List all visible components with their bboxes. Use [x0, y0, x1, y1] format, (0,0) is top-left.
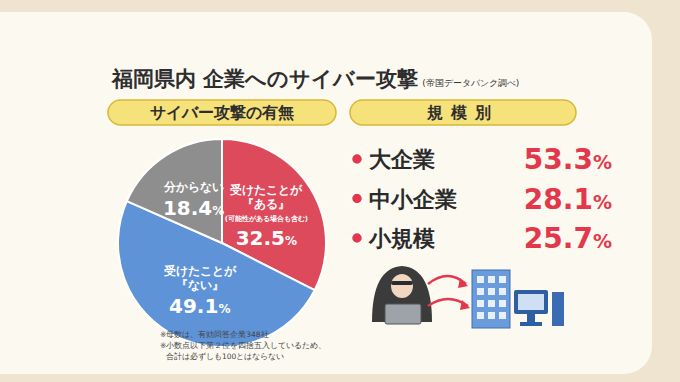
- arrow-head: [460, 300, 470, 310]
- value-unit: %: [593, 151, 612, 173]
- bullet: [352, 154, 363, 165]
- slice-category: 受けたことが『ない』: [163, 264, 237, 292]
- window: [488, 312, 495, 319]
- header-text: サイバー攻撃の有無: [150, 103, 294, 122]
- value-unit: %: [218, 302, 230, 316]
- list-category: 大企業: [369, 147, 435, 172]
- arrow-head: [458, 278, 468, 288]
- slice-labels: 受けたことが『ある』(可能性がある場合も含む)32.5%受けたことが『ない』49…: [163, 180, 308, 318]
- window: [499, 300, 506, 307]
- category-line: 受けたことが: [229, 183, 303, 197]
- footnote: 合計は必ずしも100とはならない: [166, 352, 284, 361]
- header-pill: [108, 100, 336, 125]
- window: [499, 288, 506, 295]
- value-unit: %: [593, 230, 612, 252]
- slice-value: 18.4%: [163, 196, 224, 220]
- monitor: [514, 290, 548, 314]
- category-line: 受けたことが: [163, 264, 237, 278]
- source: (帝国データバンク調べ): [422, 78, 519, 88]
- value-unit: %: [285, 234, 297, 248]
- window: [499, 312, 506, 319]
- header-text: 規模別: [426, 103, 499, 122]
- value-unit: %: [593, 191, 612, 213]
- slice-value: 49.1%: [169, 294, 230, 318]
- laptop: [385, 304, 421, 324]
- list-category: 中小企業: [369, 187, 457, 212]
- window: [488, 300, 495, 307]
- slice-value: 32.5%: [236, 226, 297, 250]
- window: [477, 312, 484, 319]
- list-value: 53.3%: [524, 143, 612, 176]
- tower: [552, 292, 564, 326]
- slices: [118, 139, 326, 347]
- slice-category: 分からない: [163, 180, 224, 194]
- category-line: 『ない』: [176, 278, 224, 292]
- slice-category: 受けたことが『ある』: [229, 183, 303, 211]
- value-number: 53.3: [524, 143, 593, 176]
- slice-note: (可能性がある場合も含む): [225, 215, 308, 223]
- list-category: 小規模: [368, 226, 435, 251]
- window: [488, 276, 495, 283]
- window: [499, 276, 506, 283]
- canvas: 福岡県内 企業へのサイバー攻撃 (帝国データバンク調べ) サイバー攻撃の有無受けたこ…: [0, 0, 680, 382]
- bullet: [352, 193, 363, 204]
- value-number: 25.7: [524, 222, 593, 255]
- building: [472, 270, 510, 328]
- title: 福岡県内 企業へのサイバー攻撃: [111, 67, 418, 91]
- list-value: 28.1%: [524, 183, 612, 216]
- category-line: 分からない: [163, 180, 224, 194]
- footnote: ※小数点以下第２位を四捨五入しているため、: [160, 341, 326, 350]
- value-number: 32.5: [236, 226, 285, 250]
- window: [488, 288, 495, 295]
- value-number: 18.4: [163, 196, 212, 220]
- size-list: 大企業 53.3% 中小企業 28.1% 小規模 25.7%: [352, 143, 613, 255]
- panel: [0, 12, 652, 374]
- window: [477, 288, 484, 295]
- value-unit: %: [212, 204, 224, 218]
- illustration: [372, 266, 564, 328]
- screen: [518, 294, 544, 310]
- value-number: 28.1: [524, 183, 593, 216]
- bullet: [352, 233, 363, 244]
- monitor-base: [520, 322, 542, 326]
- header-pill: [350, 100, 576, 125]
- value-number: 49.1: [169, 294, 218, 318]
- window: [477, 276, 484, 283]
- hacker-face: [391, 274, 413, 298]
- footnote: ※母数は、有効回答企業348社: [160, 330, 269, 339]
- list-value: 25.7%: [524, 222, 612, 255]
- monitor-stand: [527, 314, 535, 322]
- window: [477, 300, 484, 307]
- hacker-eyes: [391, 281, 413, 285]
- category-line: 『ある』: [242, 197, 290, 211]
